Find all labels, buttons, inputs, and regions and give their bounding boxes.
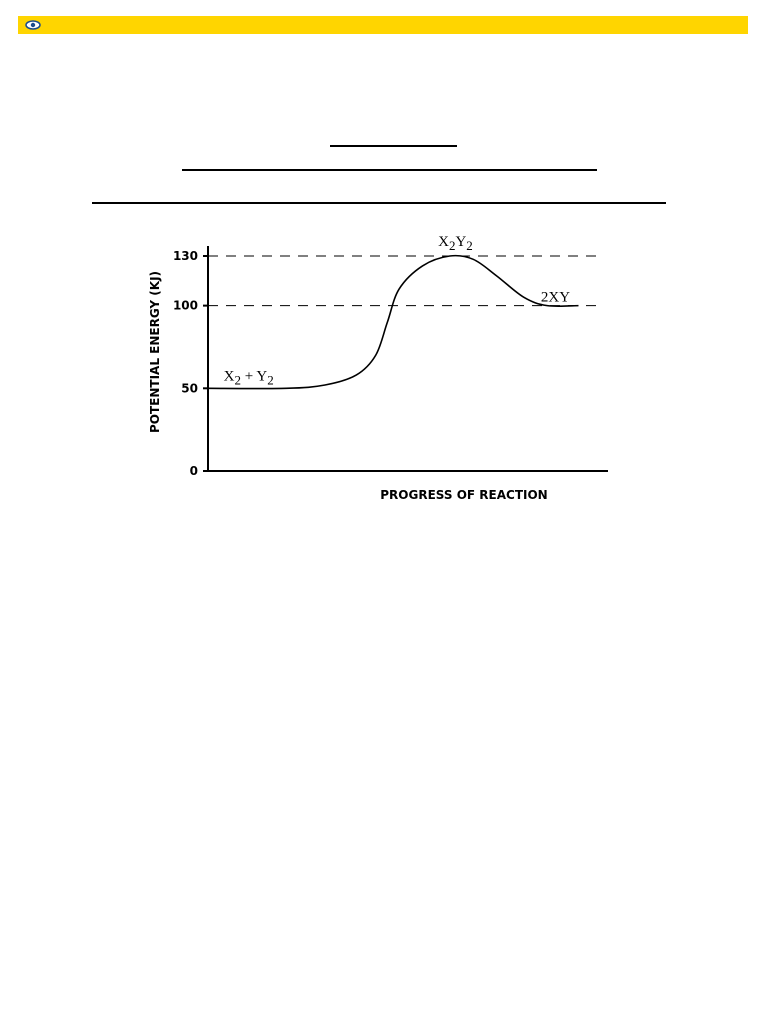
heading-rule-medium: [182, 169, 597, 171]
y-tick-label-0: 0: [190, 464, 198, 478]
eye-icon[interactable]: [25, 19, 41, 31]
species-label-reactants: X2 + Y2: [224, 368, 274, 387]
x-axis-label: PROGRESS OF REACTION: [380, 488, 547, 502]
species-label-activated-complex: X2Y2: [438, 234, 473, 253]
y-tick-label-50: 50: [181, 381, 198, 395]
y-tick-label-100: 100: [173, 299, 198, 313]
top-bar: [18, 16, 748, 34]
species-label-products: 2XY: [541, 290, 570, 306]
heading-rule-short: [330, 145, 457, 147]
y-axis-label: POTENTIAL ENERGY (KJ): [148, 271, 162, 433]
heading-rule-long: [92, 202, 666, 204]
y-tick-label-130: 130: [173, 249, 198, 263]
energy-curve: [207, 254, 579, 390]
